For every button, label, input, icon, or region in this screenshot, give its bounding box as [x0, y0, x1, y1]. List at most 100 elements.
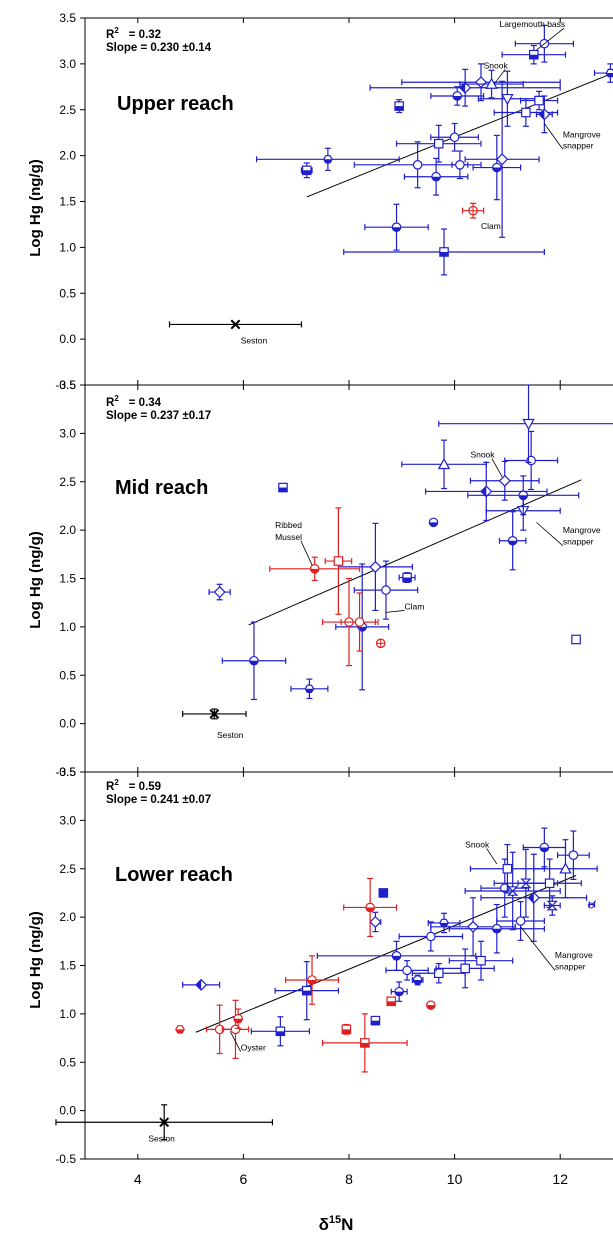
data-point: [391, 222, 402, 232]
data-point: [375, 638, 386, 649]
marker-fill: [481, 486, 487, 497]
marker-square: [521, 107, 531, 118]
marker-square: [544, 878, 555, 889]
marker-diamond: [369, 915, 382, 929]
marker-fill: [508, 540, 517, 545]
marker-fill: [539, 109, 545, 120]
data-point: [528, 49, 539, 60]
y-tick-label: 3.5: [59, 765, 76, 779]
marker-x: [159, 1117, 170, 1128]
marker-x: [230, 319, 241, 330]
annotation-label: snapper: [563, 537, 594, 547]
y-tick-label: 1.0: [59, 1007, 76, 1021]
data-point: [437, 457, 451, 470]
marker-fill: [431, 176, 441, 181]
y-tick-label: 1.5: [59, 195, 76, 209]
marker-square: [502, 863, 513, 874]
slope-label: Slope = 0.237 ±0.17: [106, 410, 211, 422]
marker-male: [587, 902, 594, 909]
y-tick-label: 3.0: [59, 813, 76, 827]
data-point: [213, 585, 226, 599]
data-point: [492, 923, 502, 934]
marker-fill: [606, 73, 613, 77]
data-point: [544, 878, 555, 889]
y-tick-label: -0.5: [55, 1152, 76, 1166]
marker-fill: [387, 1001, 396, 1006]
data-point: [381, 585, 391, 595]
annotation-label: snapper: [563, 140, 594, 150]
r-squared-label: R2 = 0.32: [106, 26, 161, 41]
marker-fill: [371, 1020, 380, 1025]
data-point: [333, 556, 344, 566]
marker-fill: [394, 991, 404, 996]
data-point: [426, 1000, 436, 1010]
data-point: [394, 986, 404, 997]
y-tick-label: 3.0: [59, 426, 76, 440]
data-point: [386, 996, 397, 1007]
marker-fill: [360, 1042, 370, 1048]
data-point: [452, 91, 463, 101]
annotation-leader: [229, 1031, 242, 1052]
marker-circle: [426, 931, 436, 942]
marker-fill: [492, 167, 502, 172]
data-point: [369, 915, 382, 929]
y-tick-label: 1.5: [59, 959, 76, 973]
y-tick-label: 3.5: [59, 378, 76, 392]
data-point: [323, 155, 333, 164]
panel-mid: -0.5 0.0 0.5 1.0 1.5 2.0 2.5 3.0 3.5 R2 = 0.34Slop…: [55, 378, 613, 779]
marker-fill: [429, 522, 438, 527]
marker-fill: [529, 54, 538, 59]
data-point: [492, 162, 502, 173]
data-point: [559, 862, 572, 874]
x-tick-label: 4: [134, 1171, 142, 1187]
annotation-leader: [493, 69, 506, 85]
data-point: [175, 1025, 185, 1034]
marker-fill: [323, 159, 333, 163]
marker-fill: [233, 1018, 243, 1023]
marker-triangle-down: [522, 418, 535, 431]
x-tick-label: 10: [447, 1171, 463, 1187]
data-point: [304, 684, 315, 694]
y-axis-label-mid: Log Hg (ng/g): [27, 531, 44, 628]
annotation-leader: [536, 27, 565, 51]
y-tick-label: 0.0: [59, 1104, 76, 1118]
data-point: [518, 490, 529, 501]
x-tick-label: 6: [240, 1171, 248, 1187]
annotation-label: Seston: [217, 730, 244, 740]
marker-fill: [413, 980, 422, 985]
marker-fill: [175, 1029, 185, 1034]
marker-fill: [519, 495, 528, 500]
annotation-leader: [536, 522, 564, 546]
data-point: [412, 975, 423, 985]
annotation-leader: [491, 458, 503, 478]
data-point: [209, 709, 220, 719]
x-tick-label: 12: [552, 1171, 568, 1187]
data-point: [402, 965, 412, 976]
r-squared-label: R2 = 0.59: [106, 778, 161, 793]
data-point: [391, 951, 402, 961]
annotation-label: Largemouth bass: [499, 19, 565, 29]
marker-fill: [365, 907, 375, 912]
data-point: [426, 931, 436, 942]
marker-square: [534, 95, 544, 106]
marker-fill: [195, 979, 202, 991]
annotation-label: Clam: [481, 221, 501, 231]
y-tick-label: 1.0: [59, 240, 76, 254]
y-tick-label: -0.5: [55, 378, 76, 392]
data-point: [369, 560, 382, 573]
annotation-label: Snook: [484, 60, 509, 70]
data-point: [527, 891, 540, 904]
marker-circle: [568, 850, 579, 861]
marker-circle: [515, 916, 526, 926]
y-tick-label: 0.5: [59, 286, 76, 300]
data-point: [546, 900, 558, 911]
marker-square: [571, 634, 581, 645]
data-point: [455, 160, 465, 170]
marker-diamond: [474, 76, 488, 89]
marker-fill: [402, 577, 412, 582]
data-point: [159, 1117, 170, 1128]
marker-fill: [492, 928, 502, 933]
regression-line: [248, 479, 582, 626]
annotation-leader: [486, 848, 498, 865]
annotation-label: Mangrove: [555, 950, 593, 960]
